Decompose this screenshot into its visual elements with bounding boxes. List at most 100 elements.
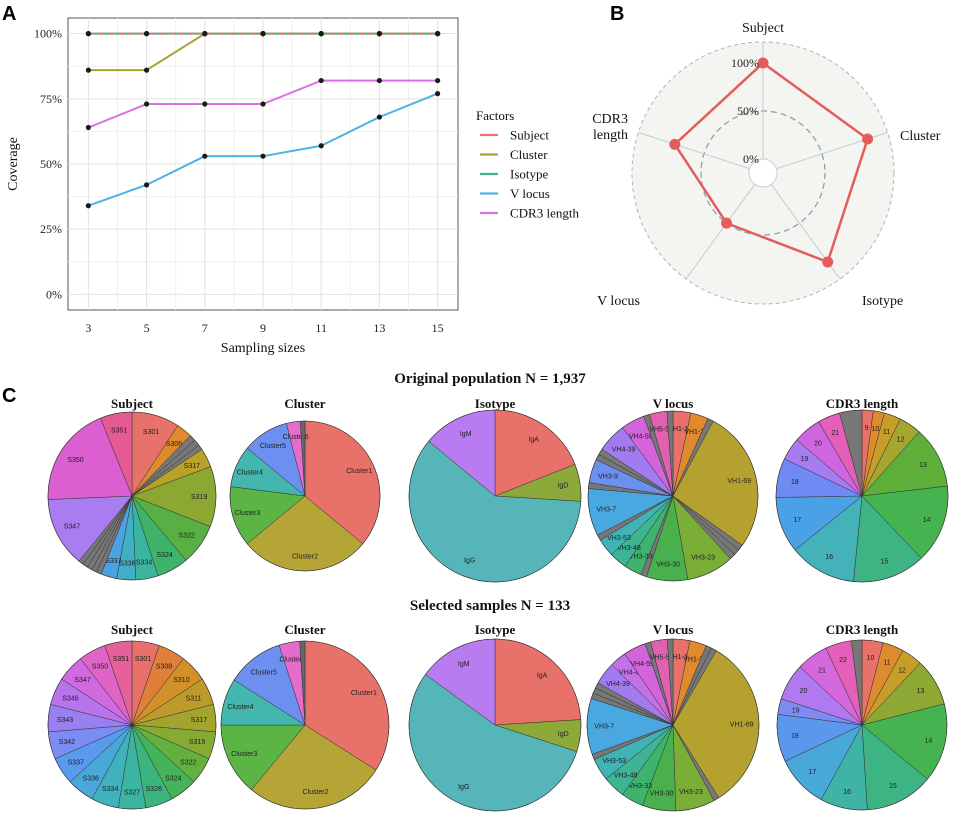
pie-slice-label: VH4-39 (612, 447, 636, 454)
pie-slice-label: VH1-2 (684, 429, 704, 436)
x-tick-label: 5 (144, 321, 150, 335)
pie-slice-label: VH3-33 (629, 553, 653, 560)
pie-slice-label: IgA (537, 672, 548, 679)
pie-title: Isotype (475, 622, 516, 637)
pie-slice-label: IgG (464, 557, 475, 564)
pie-title: Subject (111, 622, 154, 637)
pie-slice-label: Cluster5 (260, 443, 286, 450)
data-point (143, 67, 150, 73)
pie-outline (408, 409, 582, 583)
pie-slice-label: IgD (557, 483, 568, 490)
radar-axis-label: Isotype (862, 294, 903, 309)
panel-label-c: C (2, 385, 16, 407)
legend-entry: Subject (510, 128, 549, 143)
pie-slice-label: 10 (872, 426, 880, 433)
data-point (85, 203, 91, 209)
panel-label-b: B (610, 3, 624, 25)
radar-point (822, 256, 834, 268)
y-axis-label: Coverage (6, 137, 21, 191)
pie-slice-label: Cluster1 (351, 690, 377, 697)
pie-slice-label: Cluster2 (292, 554, 318, 561)
data-point (318, 77, 324, 84)
data-point (85, 31, 91, 37)
pie-slice-label: S334 (102, 786, 118, 793)
pie-slice-label: IgM (458, 661, 470, 668)
pie-slice-label: Cluster2 (302, 789, 328, 796)
data-point (318, 31, 324, 37)
data-point (143, 101, 150, 107)
y-tick-label: 25% (40, 222, 62, 236)
pie-title: Subject (111, 396, 154, 411)
pie-slice-label: S324 (156, 552, 172, 559)
pie-outline (408, 638, 582, 812)
pie-slice (494, 638, 582, 726)
pie-title: V locus (653, 622, 694, 637)
data-point (376, 77, 383, 84)
pie-charts: Original population N = 1,937 Subject S301… (47, 371, 949, 812)
x-axis-label: Sampling sizes (221, 341, 305, 356)
pie-slice-label: 17 (809, 769, 817, 776)
pie-outline (220, 640, 390, 810)
radar-point (669, 138, 681, 150)
pie-slice-label: Cluster4 (227, 704, 253, 711)
pie-slice-label: IgG (458, 784, 469, 791)
pie-slice-label: VH1-69 (727, 478, 751, 485)
radar-axis-label: length (593, 128, 628, 143)
pie-slice-label: VH5-51 (649, 427, 673, 434)
pie-slice-label: VH3-7 (594, 724, 614, 731)
data-point (202, 31, 208, 37)
pie-slice-label: Cluster4 (237, 470, 263, 477)
pie-slice-label: 14 (924, 737, 932, 744)
pie-slice-label: S334 (136, 560, 152, 567)
pie-slice-label: Cluster6 (279, 656, 305, 663)
pie-slice-label: S337 (68, 759, 84, 766)
pie-slice-label: 21 (818, 667, 826, 674)
pie-slice-label: 18 (791, 733, 799, 740)
pie-slice-label: VH3-48 (617, 545, 641, 552)
row-title: Selected samples N = 133 (410, 598, 570, 614)
pie-slice-label: S346 (62, 696, 78, 703)
pie-slice-label: S324 (165, 776, 181, 783)
pie-slice-label: 16 (843, 789, 851, 796)
x-tick-label: 13 (373, 321, 385, 335)
pie-slice-label: S322 (178, 533, 194, 540)
pie-slice-label: S350 (92, 663, 108, 670)
legend-entry: Isotype (510, 167, 549, 182)
pie-slice-label: S319 (191, 494, 207, 501)
pie-slice-label: VH3-23 (679, 789, 703, 796)
data-point (376, 31, 383, 37)
pie-slice-label: 15 (889, 783, 897, 790)
pie-title: Isotype (475, 396, 516, 411)
pie-slice-label: 20 (814, 441, 822, 448)
pie-slice-label: VH4-59 (629, 434, 653, 441)
pie-slice-label: 21 (832, 430, 840, 437)
data-point (318, 143, 324, 149)
pie-slice-label: VH3-9 (598, 473, 618, 480)
pie-slice-label: Cluster6 (283, 434, 309, 441)
pie-slice-label: VH1-18 (668, 654, 692, 661)
pie-slice-label: VH3-53 (602, 758, 626, 765)
pie-slice-label: S326 (146, 786, 162, 793)
pie-slice-label: S351 (111, 428, 127, 435)
pie-outline (775, 409, 949, 583)
radar-ring-label: 100% (731, 56, 759, 70)
panel-label-a: A (2, 3, 16, 25)
pie-slice-label: 14 (923, 517, 931, 524)
radar-point (757, 57, 769, 69)
radar-axis-label: Cluster (900, 129, 941, 144)
pie-outline (776, 639, 948, 811)
pie-slice-label: S351 (113, 656, 129, 663)
pie-slice-label: Cluster3 (231, 751, 257, 758)
pie-slice-label: S347 (64, 524, 80, 531)
pie-slice-label: 15 (880, 559, 888, 566)
pie-slice-label: S347 (74, 677, 90, 684)
data-point (260, 153, 266, 159)
pie-slice-label: 11 (883, 659, 890, 666)
pie-slice-label: S327 (124, 790, 140, 797)
radar-spoke (638, 132, 750, 170)
pie-title: CDR3 length (826, 396, 899, 411)
pie-title: CDR3 length (826, 622, 899, 637)
data-point (85, 67, 91, 73)
pie-slice-label: S306 (166, 441, 182, 448)
